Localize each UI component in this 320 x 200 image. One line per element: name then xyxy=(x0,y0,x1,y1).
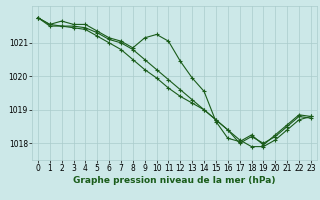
X-axis label: Graphe pression niveau de la mer (hPa): Graphe pression niveau de la mer (hPa) xyxy=(73,176,276,185)
